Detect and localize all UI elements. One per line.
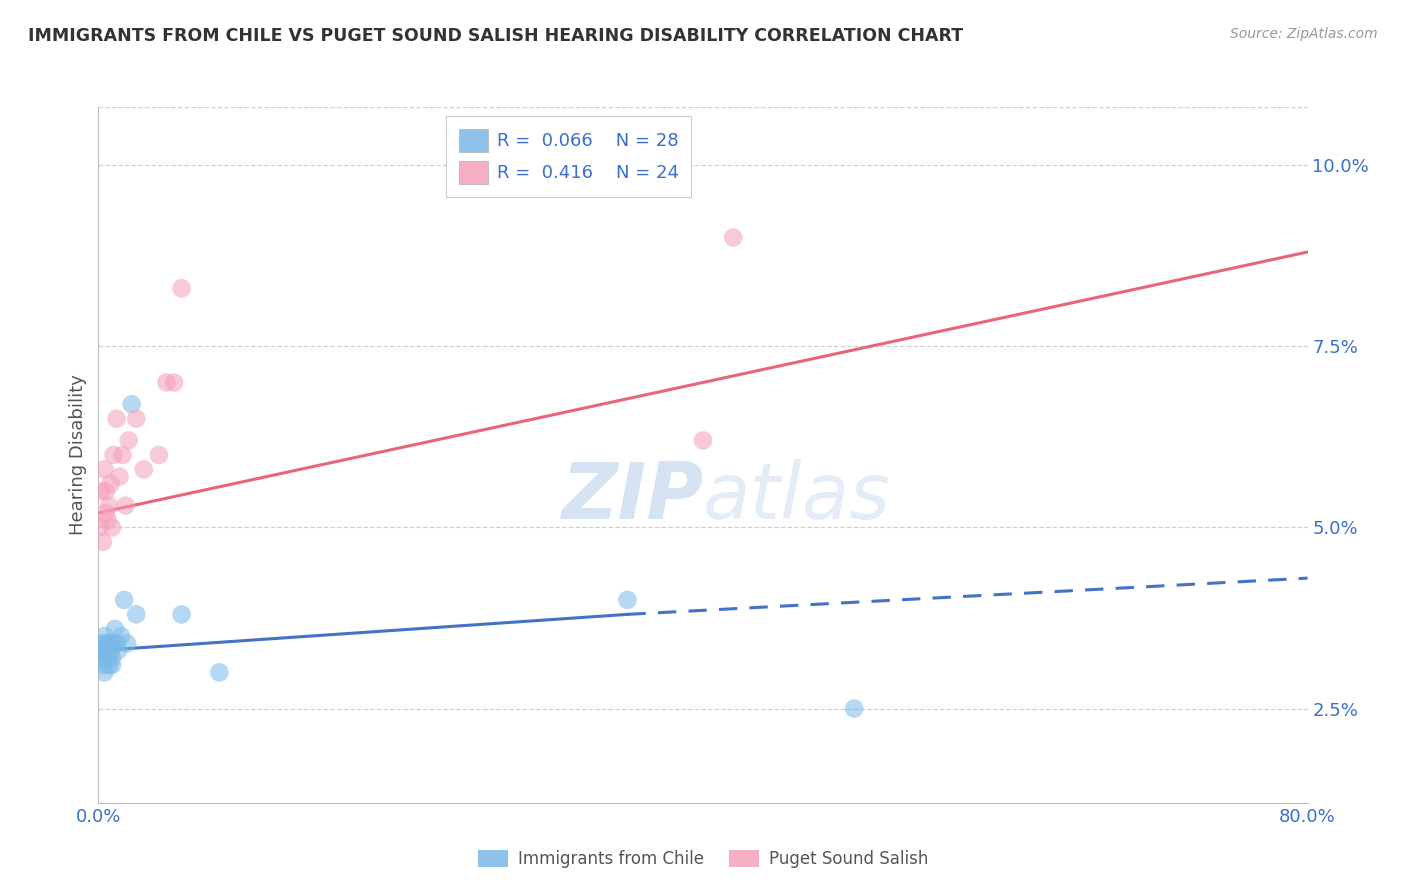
Text: ZIP: ZIP (561, 458, 703, 534)
Point (103, 448, 125, 462)
Point (163, 376, 186, 390)
Point (692, 434, 714, 448)
Text: IMMIGRANTS FROM CHILE VS PUGET SOUND SALISH HEARING DISABILITY CORRELATION CHART: IMMIGRANTS FROM CHILE VS PUGET SOUND SAL… (28, 27, 963, 45)
Point (90, 651, 112, 665)
Point (148, 448, 170, 462)
Point (112, 592, 135, 607)
Point (91, 535, 114, 549)
Point (104, 622, 127, 636)
Point (96, 513, 118, 527)
Point (170, 607, 193, 622)
Point (93, 665, 115, 680)
Point (98, 658, 121, 673)
Point (94, 484, 117, 499)
Point (114, 499, 136, 513)
Point (98, 636, 121, 650)
Point (118, 434, 141, 448)
Point (90, 484, 112, 499)
Point (94, 506, 117, 520)
Point (100, 643, 122, 657)
Point (101, 520, 124, 534)
Point (91, 636, 114, 650)
Point (94, 636, 117, 650)
Point (100, 476, 122, 491)
Point (96, 651, 118, 665)
Point (103, 636, 125, 650)
Point (110, 629, 132, 643)
Point (844, 701, 866, 715)
Point (94, 643, 117, 657)
Y-axis label: Hearing Disability: Hearing Disability (69, 375, 87, 535)
Point (101, 658, 124, 673)
Point (721, 230, 744, 244)
Point (105, 411, 128, 425)
Point (96, 643, 118, 657)
Point (111, 448, 134, 462)
Point (125, 607, 148, 622)
Point (89, 520, 111, 534)
Point (132, 462, 155, 476)
Point (170, 281, 193, 295)
Point (107, 643, 129, 657)
Text: atlas: atlas (703, 458, 891, 534)
Legend: Immigrants from Chile, Puget Sound Salish: Immigrants from Chile, Puget Sound Salis… (471, 843, 935, 875)
Text: Source: ZipAtlas.com: Source: ZipAtlas.com (1230, 27, 1378, 41)
Point (90, 643, 112, 657)
Point (108, 469, 131, 483)
Point (105, 636, 128, 650)
Point (93, 462, 115, 476)
Point (98, 499, 121, 513)
Legend: R =  0.066    N = 28, R =  0.416    N = 24: R = 0.066 N = 28, R = 0.416 N = 24 (446, 116, 692, 197)
Point (115, 636, 138, 650)
Point (101, 651, 124, 665)
Point (208, 665, 231, 680)
Point (93, 629, 115, 643)
Point (616, 592, 638, 607)
Point (125, 411, 148, 425)
Point (91, 658, 114, 673)
Point (121, 397, 143, 411)
Point (155, 376, 177, 390)
